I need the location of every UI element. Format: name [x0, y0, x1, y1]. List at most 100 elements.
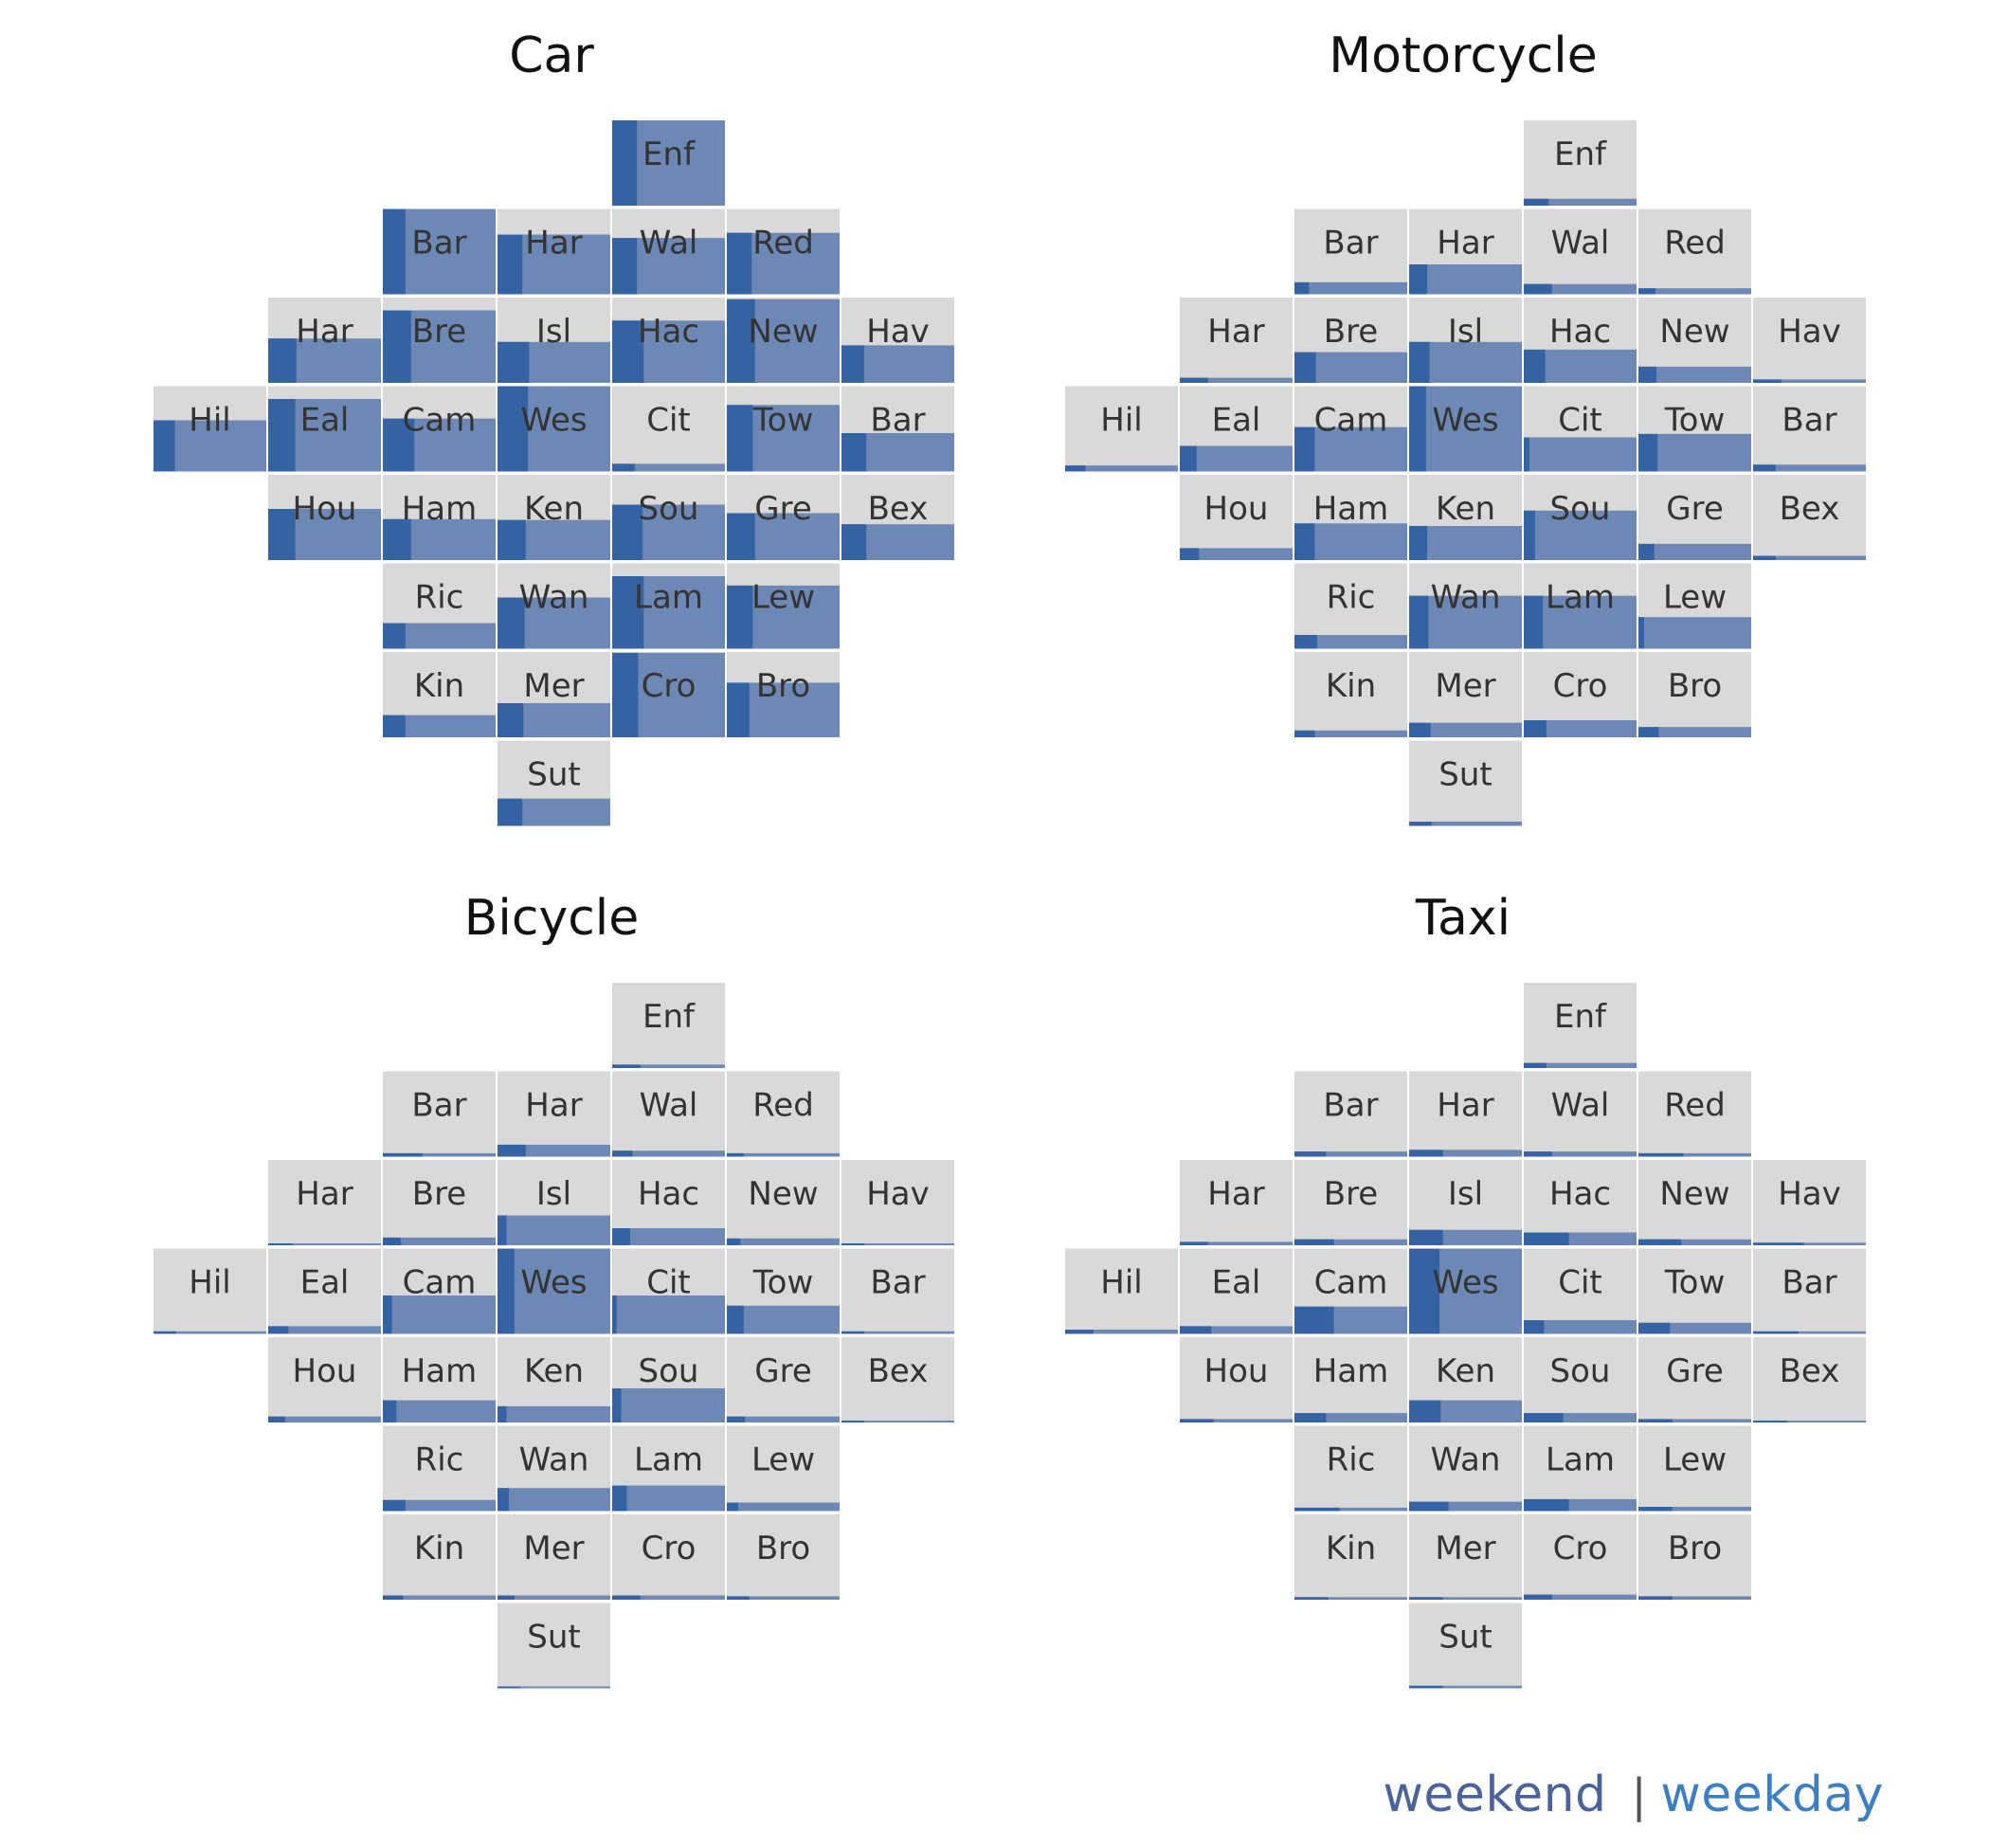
tile-label: Tow: [752, 402, 814, 440]
weekday-bar: [1753, 464, 1866, 472]
tile-background: [1180, 1248, 1293, 1334]
tile-label: Gre: [754, 490, 812, 528]
tile-label: Enf: [1554, 998, 1607, 1036]
tile-label: Isl: [1448, 313, 1483, 351]
tile-red: Red: [1638, 1071, 1751, 1157]
panel-motorcycle: Motorcycle Enf Bar Har Wal Red Har Bre Isl Hac New…: [1065, 27, 1866, 826]
weekday-bar: [1294, 1413, 1407, 1422]
weekday-bar: [841, 1421, 954, 1422]
tile-background: [1294, 1160, 1407, 1245]
tile-label: Hou: [1204, 1352, 1269, 1390]
weekend-bar: [268, 338, 297, 383]
tile-label: Wan: [1431, 1441, 1501, 1479]
tile-background: [154, 1248, 266, 1334]
tile-isl: Isl: [1409, 298, 1522, 383]
tile-hil: Hil: [1065, 386, 1178, 472]
tile-label: Har: [1207, 1175, 1264, 1213]
tile-label: Wan: [1431, 579, 1501, 617]
tile-ham: Ham: [383, 475, 496, 560]
weekend-bar: [498, 1488, 509, 1512]
tile-label: Red: [1664, 1087, 1726, 1125]
weekend-bar: [841, 524, 867, 560]
weekday-bar: [1638, 366, 1751, 383]
weekday-bar: [612, 1388, 725, 1422]
tile-label: New: [748, 1175, 818, 1213]
tile-bar: Bar: [383, 1071, 496, 1157]
weekend-bar: [1294, 281, 1310, 295]
weekend-bar: [612, 1295, 617, 1334]
tile-har: Har: [268, 1160, 381, 1245]
tile-label: Wal: [1551, 225, 1610, 263]
weekday-bar: [498, 1686, 610, 1689]
tile-enf: Enf: [612, 120, 725, 206]
tile-background: [1524, 1248, 1637, 1334]
tile-background: [383, 1425, 496, 1512]
tile-har: Har: [268, 298, 381, 383]
tile-label: Wan: [519, 579, 589, 617]
tile-kin: Kin: [383, 652, 496, 737]
weekend-bar: [1294, 1306, 1334, 1334]
tile-label: Bex: [868, 1352, 929, 1390]
tile-label: Ric: [415, 1441, 464, 1479]
tile-background: [727, 1425, 840, 1512]
tile-enf: Enf: [612, 983, 725, 1068]
weekend-bar: [1524, 1232, 1569, 1245]
weekend-bar: [1409, 822, 1432, 826]
tile-label: Bre: [412, 1175, 466, 1213]
weekend-bar: [1524, 1151, 1552, 1157]
legend-weekend: weekend: [1383, 1766, 1607, 1823]
tile-label: Hav: [1778, 313, 1841, 351]
weekend-bar: [1524, 1498, 1569, 1512]
tile-label: Enf: [1554, 136, 1607, 173]
weekend-bar: [1524, 1062, 1547, 1068]
tile-background: [1638, 1514, 1751, 1600]
tile-ric: Ric: [383, 1425, 496, 1512]
weekend-bar: [498, 1405, 507, 1422]
tile-bar: Bar: [1753, 1248, 1866, 1334]
tile-background: [1524, 1425, 1637, 1512]
tile-har: Har: [1180, 1160, 1293, 1245]
weekday-bar: [1753, 379, 1866, 383]
tile-ham: Ham: [1294, 475, 1407, 560]
weekend-bar: [1638, 543, 1655, 560]
tile-red: Red: [1638, 208, 1751, 295]
weekend-bar: [1409, 1248, 1440, 1334]
tile-background: [1524, 208, 1637, 295]
tile-label: Hil: [189, 1264, 230, 1302]
tile-bre: Bre: [1294, 1160, 1407, 1245]
tile-background: [1524, 120, 1637, 206]
weekend-bar: [498, 234, 523, 295]
tile-label: Cam: [403, 402, 477, 440]
tile-label: Lam: [1546, 1441, 1615, 1479]
weekend-bar: [727, 405, 753, 472]
tile-cam: Cam: [383, 386, 496, 472]
tile-wes: Wes: [498, 1248, 610, 1334]
tile-background: [1524, 1514, 1637, 1600]
tile-bar: Bar: [1294, 1071, 1407, 1157]
tile-background: [1294, 1071, 1407, 1157]
weekday-bar: [268, 1243, 381, 1245]
weekend-bar: [1409, 1150, 1443, 1157]
tile-ken: Ken: [498, 475, 610, 560]
tile-label: Har: [525, 225, 582, 263]
tile-background: [1638, 1337, 1751, 1422]
weekend-bar: [268, 1416, 285, 1422]
tile-red: Red: [727, 1071, 840, 1157]
tile-background: [1294, 1337, 1407, 1422]
weekday-bar: [612, 1150, 725, 1157]
tile-cit: Cit: [1524, 1248, 1637, 1334]
weekend-bar: [1065, 1330, 1094, 1334]
weekend-bar: [1409, 264, 1428, 295]
tile-sou: Sou: [612, 1337, 725, 1422]
tile-label: Sut: [527, 756, 580, 794]
tile-label: Eal: [300, 402, 350, 440]
tile-background: [1638, 1425, 1751, 1512]
tile-sut: Sut: [498, 1603, 610, 1689]
weekday-bar: [1638, 727, 1751, 737]
tile-background: [1294, 652, 1407, 737]
tile-mer: Mer: [1409, 1514, 1522, 1600]
tile-label: Bre: [1324, 313, 1378, 351]
tile-har: Har: [1409, 208, 1522, 295]
tile-background: [841, 1248, 954, 1334]
tile-label: Kin: [1326, 667, 1376, 705]
